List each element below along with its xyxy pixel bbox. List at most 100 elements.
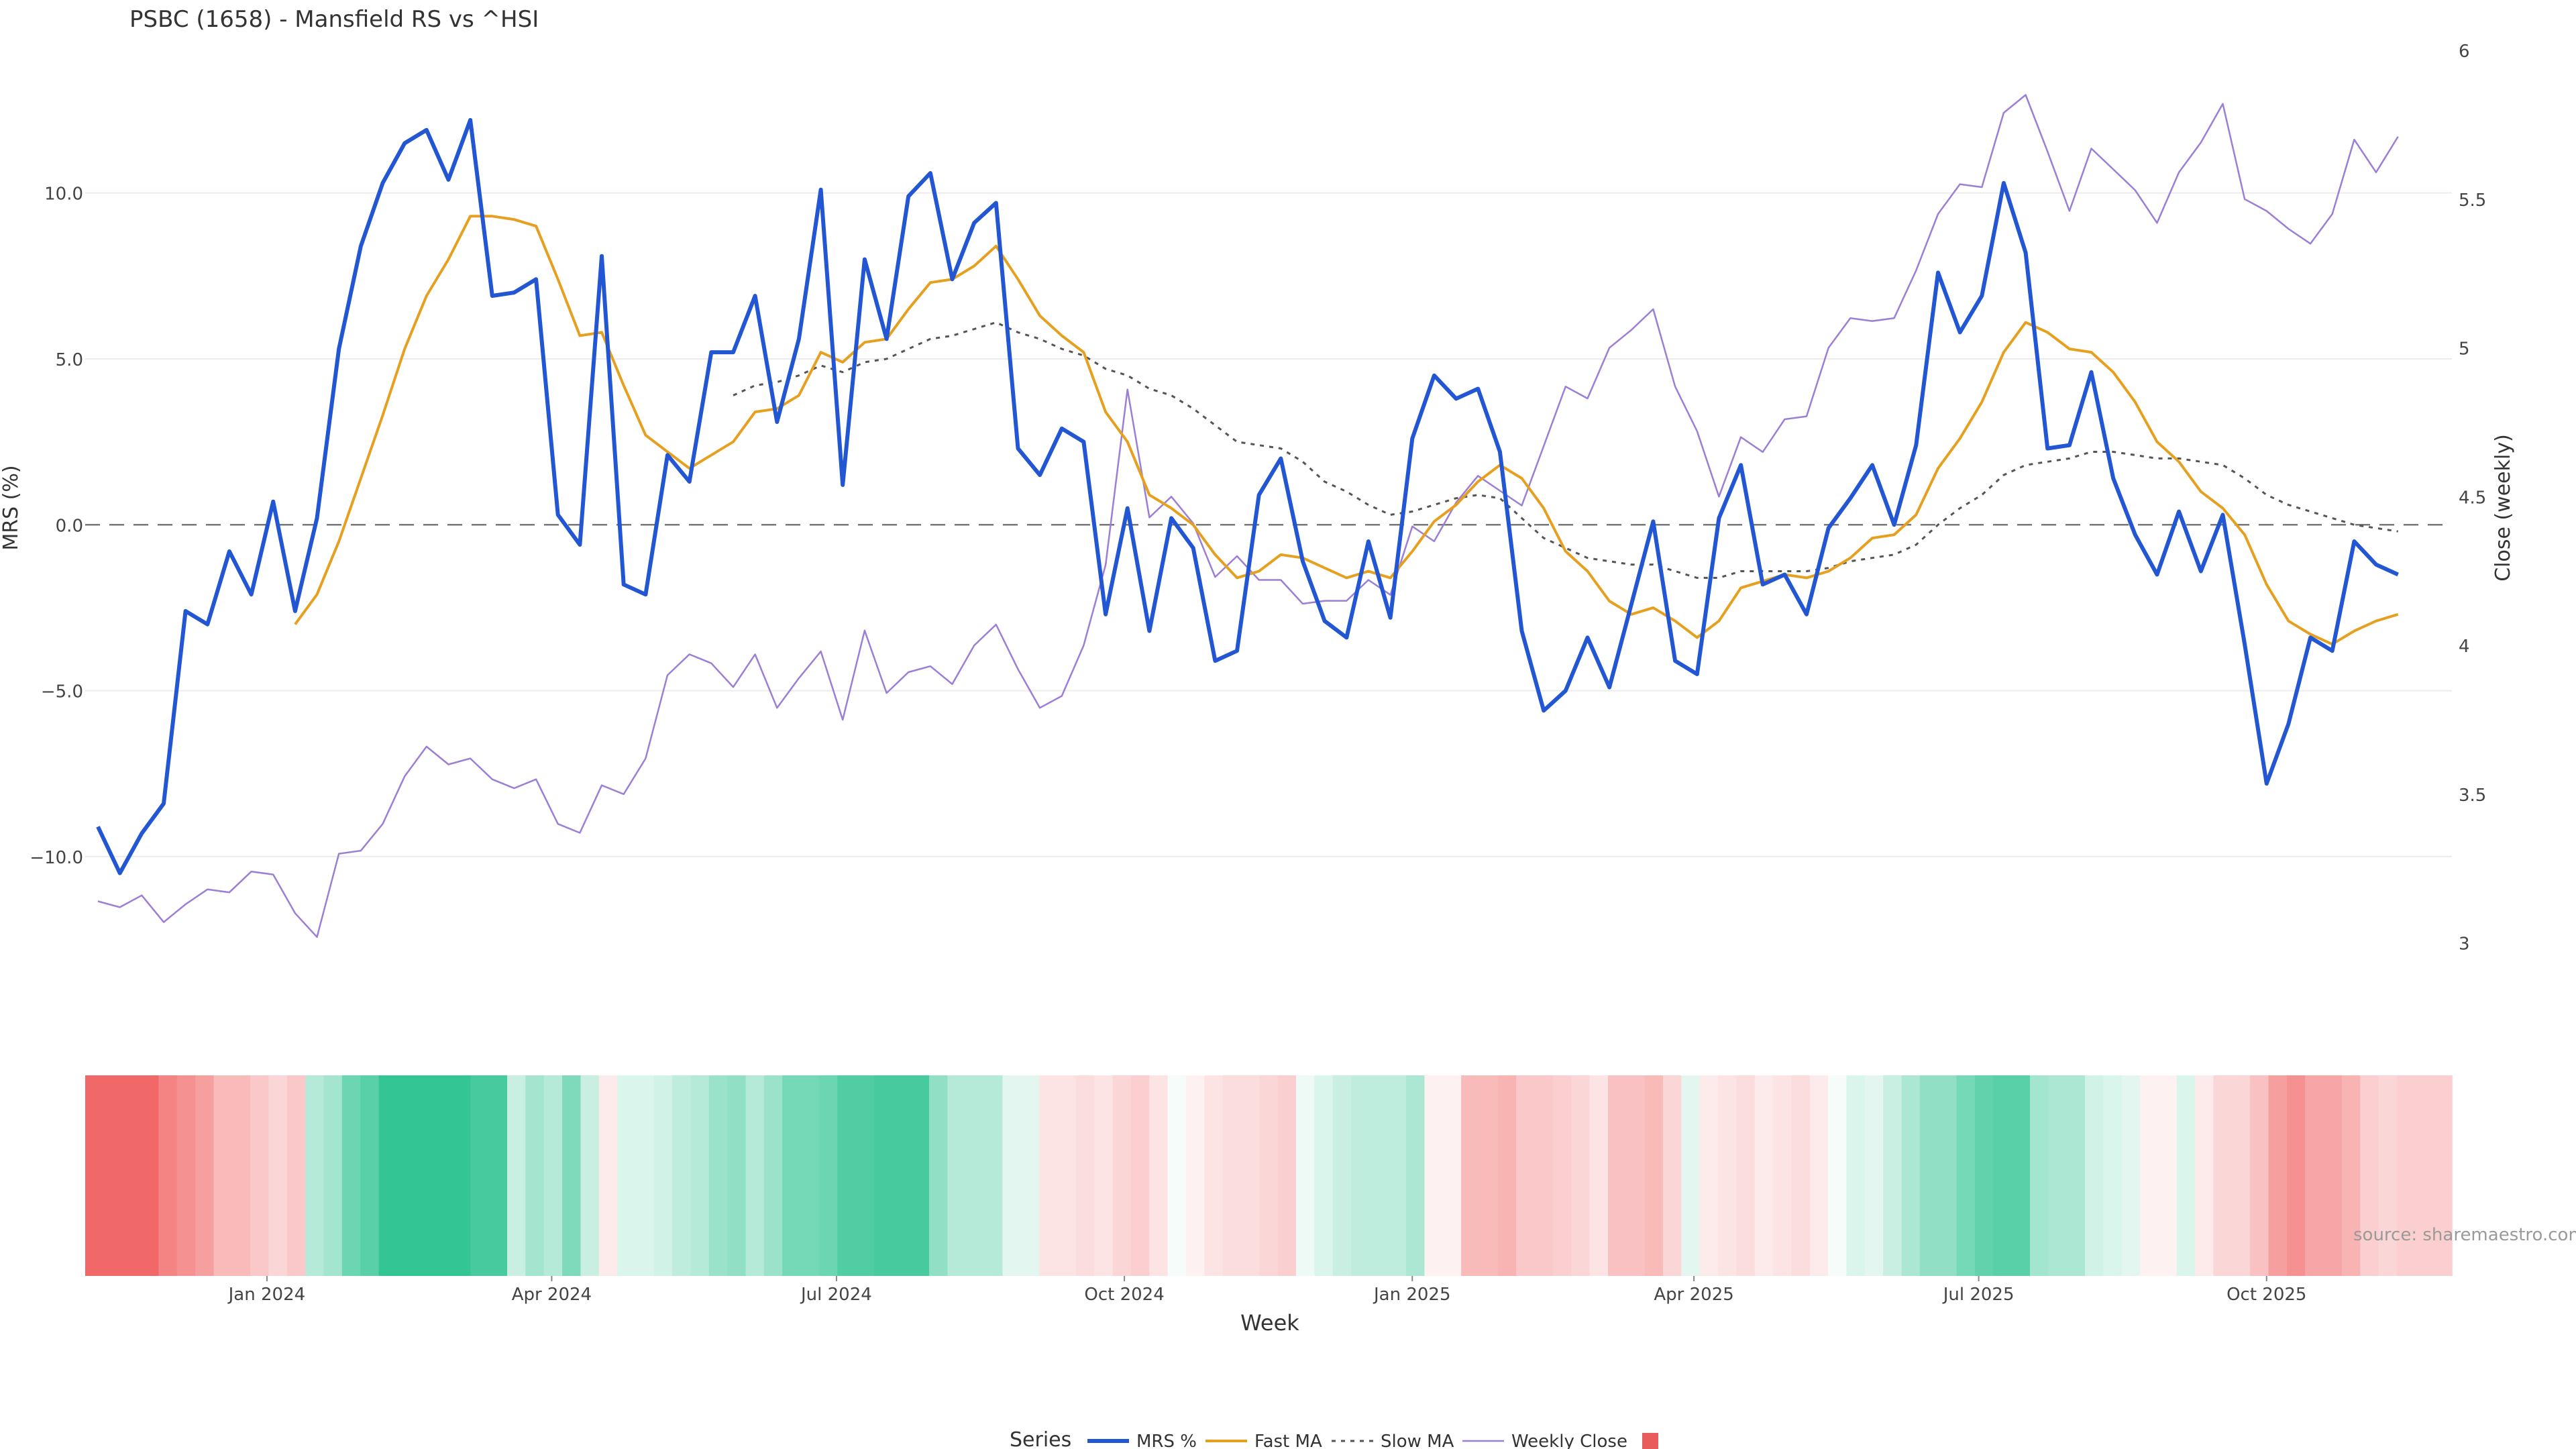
- heatmap-cell: [727, 1075, 747, 1276]
- heatmap-cell: [2305, 1075, 2324, 1276]
- mrs-heatmap: [85, 1075, 2453, 1276]
- right-y-tick-label: 4: [2459, 637, 2470, 657]
- heatmap-cell: [1681, 1075, 1701, 1276]
- x-tick-label: Apr 2024: [512, 1285, 592, 1305]
- x-tick-label: Oct 2024: [1084, 1285, 1164, 1305]
- close-series-line: [97, 94, 2399, 938]
- x-tick-label: Jan 2024: [227, 1285, 306, 1305]
- heatmap-cell: [2341, 1075, 2361, 1276]
- heatmap-cell: [85, 1075, 105, 1276]
- left-y-ticks: 10.0 5.0 0.0 −5.0 −10.0: [30, 184, 83, 868]
- left-y-tick-label: 0.0: [56, 516, 83, 536]
- left-y-axis-title: MRS (%): [0, 465, 23, 550]
- heatmap-cell: [1296, 1075, 1316, 1276]
- heatmap-cell: [1644, 1075, 1664, 1276]
- x-tick-label: Apr 2025: [1654, 1285, 1733, 1305]
- heatmap-cell: [965, 1075, 985, 1276]
- heatmap-cell: [1883, 1075, 1902, 1276]
- heatmap-cell: [984, 1075, 1004, 1276]
- heatmap-cell: [800, 1075, 820, 1276]
- heatmap-cell: [1938, 1075, 1957, 1276]
- x-axis-title: Week: [1240, 1310, 1299, 1336]
- heatmap-cell: [1516, 1075, 1536, 1276]
- heatmap-cell: [598, 1075, 618, 1276]
- left-y-tick-label: −5.0: [41, 682, 83, 702]
- heatmap-cell: [763, 1075, 784, 1276]
- heatmap-cell: [1222, 1075, 1242, 1276]
- heatmap-cell: [2158, 1075, 2178, 1276]
- heatmap-cell: [782, 1075, 802, 1276]
- heatmap-cell: [378, 1075, 398, 1276]
- heatmap-cell: [2066, 1075, 2086, 1276]
- heatmap-cell: [488, 1075, 508, 1276]
- heatmap-cell: [1974, 1075, 1994, 1276]
- heatmap-cell: [580, 1075, 600, 1276]
- heatmap-cell: [1351, 1075, 1371, 1276]
- heatmap-cell: [1204, 1075, 1224, 1276]
- slow-series-line: [733, 321, 2398, 579]
- heatmap-cell: [1167, 1075, 1187, 1276]
- heatmap-cell: [2378, 1075, 2398, 1276]
- heatmap-cell: [653, 1075, 673, 1276]
- heatmap-cell: [2231, 1075, 2251, 1276]
- heatmap-cell: [158, 1075, 178, 1276]
- legend-label-close: Weekly Close: [1511, 1432, 1627, 1449]
- heatmap-cell: [1406, 1075, 1426, 1276]
- x-tick-label: Jul 2024: [800, 1285, 872, 1305]
- heatmap-cell: [1736, 1075, 1756, 1276]
- heatmap-cell: [1112, 1075, 1132, 1276]
- right-y-tick-label: 5.5: [2459, 191, 2486, 211]
- x-tick-label: Jul 2025: [1942, 1285, 2015, 1305]
- heatmap-cell: [1607, 1075, 1627, 1276]
- heatmap-cell: [745, 1075, 765, 1276]
- legend: Series MRS % Fast MA Slow MA Weekly Close: [1010, 1428, 1658, 1449]
- right-y-tick-label: 4.5: [2459, 488, 2486, 508]
- heatmap-cell: [892, 1075, 912, 1276]
- heatmap-cell: [1571, 1075, 1591, 1276]
- heatmap-cell: [947, 1075, 967, 1276]
- heatmap-cell: [910, 1075, 930, 1276]
- heatmap-cell: [2213, 1075, 2233, 1276]
- heatmap-cell: [2396, 1075, 2416, 1276]
- heatmap-cell: [1956, 1075, 1976, 1276]
- heatmap-cell: [250, 1075, 270, 1276]
- heatmap-cell: [1754, 1075, 1774, 1276]
- heatmap-cell: [1534, 1075, 1554, 1276]
- x-tick-label: Jan 2025: [1373, 1285, 1451, 1305]
- heatmap-cell: [1075, 1075, 1095, 1276]
- x-axis-ticks: Jan 2024 Apr 2024 Jul 2024 Oct 2024 Jan 2025…: [227, 1276, 2306, 1305]
- legend-label-mrs: MRS %: [1136, 1432, 1197, 1449]
- heatmap-cell: [2268, 1075, 2288, 1276]
- heatmap-cell: [1424, 1075, 1444, 1276]
- heatmap-cell: [1277, 1075, 1297, 1276]
- heatmap-cell: [1919, 1075, 1939, 1276]
- heatmap-cell: [2048, 1075, 2068, 1276]
- heatmap-cell: [1314, 1075, 1334, 1276]
- heatmap-cell: [2250, 1075, 2269, 1276]
- heatmap-cell: [2323, 1075, 2343, 1276]
- heatmap-cell: [1387, 1075, 1407, 1276]
- heatmap-cell: [818, 1075, 839, 1276]
- heatmap-cell: [195, 1075, 215, 1276]
- heatmap-cell: [176, 1075, 196, 1276]
- legend-swatch-heatmap: [1642, 1433, 1658, 1449]
- heatmap-cell: [1589, 1075, 1609, 1276]
- heatmap-cell: [1240, 1075, 1260, 1276]
- heatmap-cell: [672, 1075, 692, 1276]
- heatmap-cell: [2140, 1075, 2159, 1276]
- watermark: source: sharemaestro.com: [2353, 1225, 2576, 1245]
- heatmap-cell: [1461, 1075, 1481, 1276]
- right-y-tick-label: 6: [2459, 42, 2470, 62]
- heatmap-cell: [525, 1075, 545, 1276]
- heatmap-cell: [140, 1075, 160, 1276]
- x-tick-label: Oct 2025: [2226, 1285, 2306, 1305]
- heatmap-cell: [507, 1075, 527, 1276]
- heatmap-cell: [121, 1075, 141, 1276]
- heatmap-cell: [1809, 1075, 1829, 1276]
- mrs-series-line: [96, 117, 2399, 875]
- heatmap-cell: [1718, 1075, 1737, 1276]
- heatmap-cell: [1130, 1075, 1150, 1276]
- heatmap-cell: [1149, 1075, 1169, 1276]
- heatmap-cell: [2085, 1075, 2104, 1276]
